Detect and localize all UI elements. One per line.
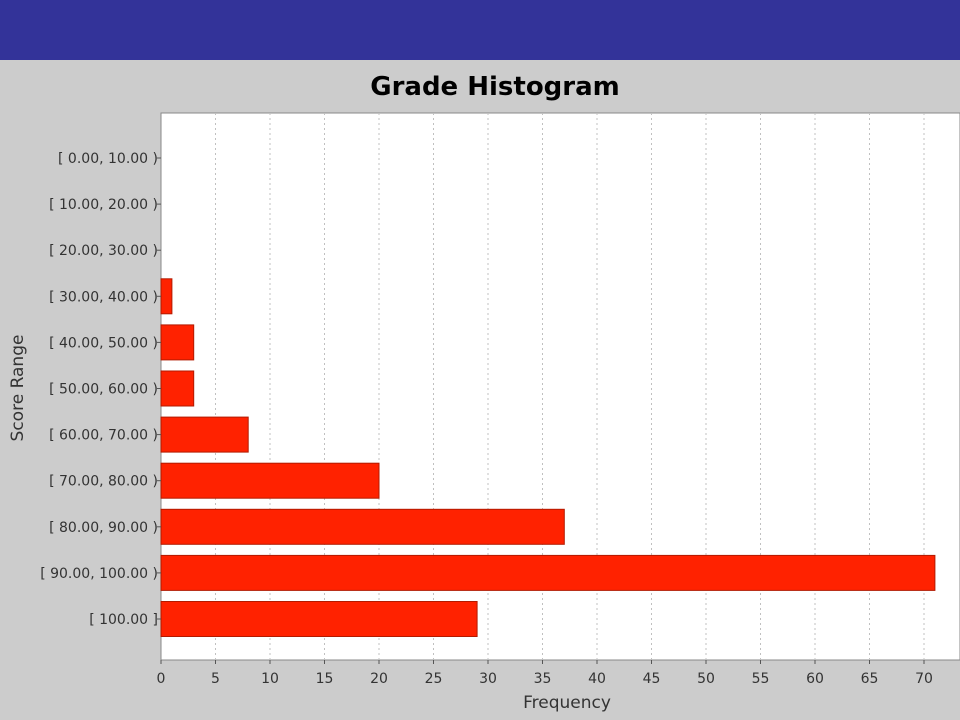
y-tick-label: [ 30.00, 40.00 ) [49, 289, 158, 305]
x-tick-label: 10 [261, 671, 279, 687]
x-tick-label: 45 [643, 671, 661, 687]
top-banner [0, 0, 960, 60]
x-tick-label: 20 [370, 671, 388, 687]
bars [160, 278, 936, 637]
x-tick-label: 25 [425, 671, 443, 687]
bar [160, 601, 478, 637]
y-tick-label: [ 20.00, 30.00 ) [49, 243, 158, 259]
x-tick-label: 30 [479, 671, 497, 687]
x-tick-label: 60 [806, 671, 824, 687]
bar [160, 462, 380, 499]
x-tick-label: 40 [588, 671, 606, 687]
bar [160, 416, 249, 453]
bar [160, 554, 936, 591]
y-tick-labels: [ 0.00, 10.00 ) [ 10.00, 20.00 ) [ 20.00, … [40, 151, 161, 628]
bar [160, 370, 195, 407]
x-axis-label: Frequency [523, 693, 611, 713]
y-tick-label: [ 80.00, 90.00 ) [49, 520, 158, 536]
y-tick-label: [ 50.00, 60.00 ) [49, 382, 158, 398]
y-tick-label: [ 10.00, 20.00 ) [49, 197, 158, 213]
x-tick-label: 65 [861, 671, 879, 687]
x-tick-label: 15 [316, 671, 334, 687]
x-tick-label: 55 [752, 671, 770, 687]
y-tick-label: [ 90.00, 100.00 ) [40, 566, 158, 582]
x-tick-label: 50 [697, 671, 715, 687]
x-tick-label: 35 [534, 671, 552, 687]
y-tick-label: [ 40.00, 50.00 ) [49, 335, 158, 351]
x-tick-label: 5 [211, 671, 220, 687]
bar [160, 508, 565, 545]
x-tick-labels: 0 5 10 15 20 25 30 35 40 45 50 55 60 65 70 [157, 660, 933, 687]
y-tick-label: [ 100.00 ] [89, 612, 158, 628]
y-tick-label: [ 60.00, 70.00 ) [49, 428, 158, 444]
chart-title: Grade Histogram [370, 72, 620, 102]
x-tick-label: 70 [915, 671, 933, 687]
y-axis-label: Score Range [8, 335, 28, 442]
y-tick-label: [ 0.00, 10.00 ) [58, 151, 158, 167]
x-tick-label: 0 [157, 671, 166, 687]
bar [160, 324, 195, 361]
bar [160, 278, 173, 315]
y-tick-label: [ 70.00, 80.00 ) [49, 474, 158, 490]
